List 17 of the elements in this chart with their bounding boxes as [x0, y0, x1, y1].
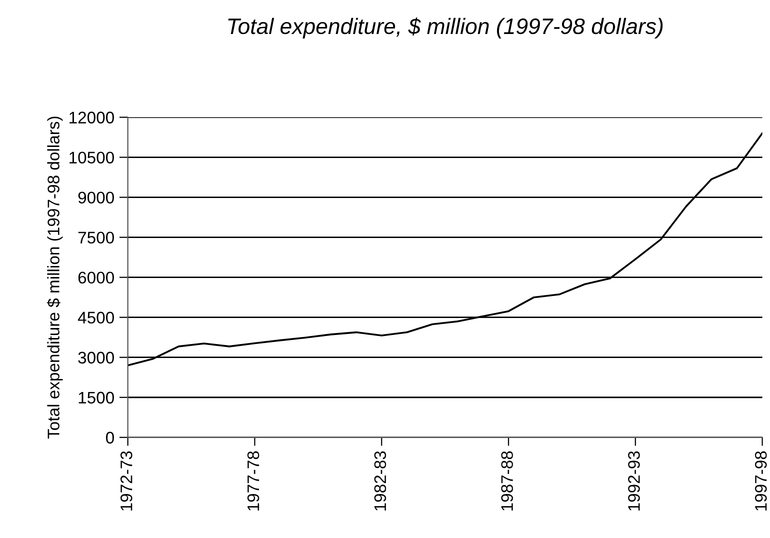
x-tick-label: 1992-93: [628, 451, 640, 510]
y-tick-label: 3000: [78, 352, 114, 364]
x-tick-label: 1997-98: [754, 451, 767, 510]
y-tick-label: 0: [106, 432, 114, 444]
y-tick-label: 1500: [78, 392, 114, 404]
y-tick-label: 4500: [78, 312, 114, 324]
y-tick-label: 7500: [78, 232, 114, 244]
y-tick-label: 9000: [78, 192, 114, 204]
x-tick-label: 1972-73: [120, 451, 132, 510]
x-tick-label: 1982-83: [374, 451, 386, 510]
y-axis-title: Total expenditure $ million (1997-98 dollars): [46, 116, 63, 439]
chart-title: Total expenditure, $ million (1997-98 dollars): [228, 18, 663, 39]
y-tick-label: 6000: [78, 272, 114, 284]
x-tick-label: 1977-78: [247, 451, 260, 510]
y-tick-label: 10500: [70, 152, 114, 164]
x-tick-label: 1987-88: [501, 451, 513, 510]
y-tick-label: 12000: [70, 112, 114, 124]
